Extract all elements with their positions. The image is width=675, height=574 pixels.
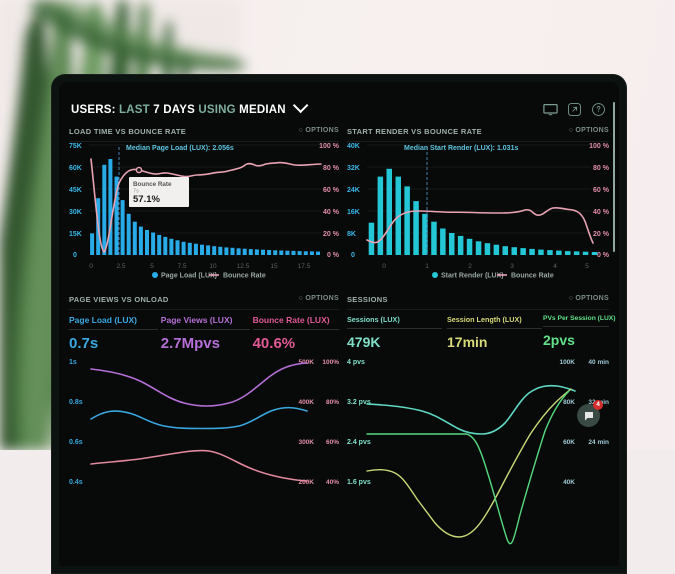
svg-text:40 %: 40 % bbox=[593, 209, 610, 216]
svg-text:3: 3 bbox=[510, 263, 514, 270]
svg-text:24K: 24K bbox=[347, 187, 360, 194]
svg-text:60K: 60K bbox=[563, 439, 575, 446]
svg-text:100 %: 100 % bbox=[319, 143, 340, 150]
svg-text:60K: 60K bbox=[69, 165, 82, 172]
svg-text:15: 15 bbox=[270, 263, 278, 270]
svg-text:60 %: 60 % bbox=[323, 187, 340, 194]
svg-text:Median Page Load (LUX): 2.056s: Median Page Load (LUX): 2.056s bbox=[126, 145, 234, 152]
svg-text:15K: 15K bbox=[69, 231, 82, 238]
svg-text:30K: 30K bbox=[69, 209, 82, 216]
svg-text:40K: 40K bbox=[347, 143, 360, 150]
svg-text:75K: 75K bbox=[69, 143, 82, 150]
svg-text:40%: 40% bbox=[326, 479, 339, 486]
svg-text:Start Render (LUX): Start Render (LUX) bbox=[441, 273, 504, 280]
svg-text:0.6s: 0.6s bbox=[69, 439, 83, 446]
svg-text:12.5: 12.5 bbox=[237, 263, 250, 270]
svg-text:4 pvs: 4 pvs bbox=[347, 359, 365, 366]
svg-text:80K: 80K bbox=[563, 399, 575, 406]
svg-text:45K: 45K bbox=[69, 187, 82, 194]
svg-text:Bounce Rate: Bounce Rate bbox=[223, 273, 266, 280]
svg-text:40 min: 40 min bbox=[588, 359, 609, 366]
svg-text:2.5: 2.5 bbox=[116, 263, 125, 270]
svg-text:5: 5 bbox=[150, 263, 154, 270]
svg-text:1s: 1s bbox=[69, 359, 77, 366]
svg-text:16K: 16K bbox=[347, 209, 360, 216]
svg-text:20 %: 20 % bbox=[593, 231, 610, 238]
svg-text:8K: 8K bbox=[347, 231, 356, 238]
svg-text:7.5: 7.5 bbox=[177, 263, 186, 270]
svg-text:100K: 100K bbox=[559, 359, 575, 366]
svg-text:400K: 400K bbox=[298, 399, 314, 406]
svg-text:80 %: 80 % bbox=[323, 165, 340, 172]
svg-text:80 %: 80 % bbox=[593, 165, 610, 172]
svg-text:2.4 pvs: 2.4 pvs bbox=[347, 439, 371, 446]
svg-text:60 %: 60 % bbox=[593, 187, 610, 194]
svg-text:40K: 40K bbox=[563, 479, 575, 486]
svg-text:0: 0 bbox=[73, 252, 77, 259]
svg-text:57.1%: 57.1% bbox=[133, 194, 160, 205]
svg-text:5: 5 bbox=[585, 263, 589, 270]
svg-text:Page Load (LUX): Page Load (LUX) bbox=[161, 273, 217, 280]
svg-text:40 %: 40 % bbox=[323, 209, 340, 216]
svg-text:300K: 300K bbox=[298, 439, 314, 446]
svg-text:Bounce Rate: Bounce Rate bbox=[511, 273, 554, 280]
svg-text:0 %: 0 % bbox=[327, 252, 340, 259]
svg-text:17.5: 17.5 bbox=[298, 263, 311, 270]
svg-text:24 min: 24 min bbox=[588, 439, 609, 446]
svg-text:Median Start Render (LUX): 1.0: Median Start Render (LUX): 1.031s bbox=[404, 145, 518, 152]
svg-text:0 %: 0 % bbox=[597, 252, 610, 259]
svg-text:32K: 32K bbox=[347, 165, 360, 172]
svg-text:0: 0 bbox=[89, 263, 93, 270]
svg-text:20 %: 20 % bbox=[323, 231, 340, 238]
svg-text:0: 0 bbox=[351, 252, 355, 259]
svg-text:10: 10 bbox=[209, 263, 217, 270]
svg-text:0.4s: 0.4s bbox=[69, 479, 83, 486]
svg-text:0.8s: 0.8s bbox=[69, 399, 83, 406]
svg-text:Bounce Rate: Bounce Rate bbox=[133, 181, 172, 188]
svg-text:3.2 pvs: 3.2 pvs bbox=[347, 399, 371, 406]
svg-text:4: 4 bbox=[553, 263, 557, 270]
svg-text:80%: 80% bbox=[326, 399, 339, 406]
svg-text:1.6 pvs: 1.6 pvs bbox=[347, 479, 371, 486]
svg-text:100 %: 100 % bbox=[589, 143, 610, 150]
svg-text:0: 0 bbox=[382, 263, 386, 270]
svg-text:100%: 100% bbox=[322, 359, 339, 366]
svg-text:2: 2 bbox=[468, 263, 472, 270]
svg-text:60%: 60% bbox=[326, 439, 339, 446]
svg-text:1: 1 bbox=[425, 263, 429, 270]
